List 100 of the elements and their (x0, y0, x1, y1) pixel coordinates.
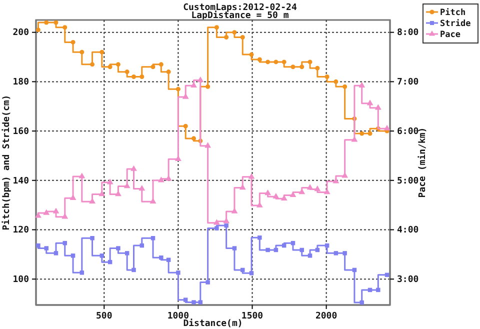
point (70, 254, 76, 258)
point (239, 184, 246, 190)
point (366, 100, 374, 106)
point (183, 124, 188, 128)
point (206, 84, 210, 89)
point (150, 236, 156, 240)
point (78, 172, 86, 178)
point (150, 64, 156, 70)
point (214, 226, 219, 230)
point (257, 57, 262, 62)
point (290, 64, 296, 70)
point (231, 208, 238, 214)
point (54, 251, 58, 256)
y2-tick-label: 8:00 (397, 28, 419, 38)
point (116, 246, 120, 250)
point (176, 270, 180, 275)
y-tick-label: 120 (12, 226, 29, 236)
point (108, 64, 112, 70)
point (272, 192, 280, 199)
point (62, 213, 68, 219)
point (374, 104, 382, 110)
point (124, 70, 130, 74)
point (360, 300, 364, 305)
point (132, 268, 136, 272)
y-tick-label: 160 (12, 126, 29, 137)
point (334, 251, 338, 256)
point (298, 188, 306, 194)
point (232, 30, 237, 35)
point (314, 186, 321, 192)
point (376, 288, 380, 292)
point (334, 79, 338, 84)
point (224, 35, 229, 40)
y-tick-label: 180 (12, 78, 29, 88)
point (192, 300, 196, 304)
point (124, 182, 130, 188)
point (342, 172, 348, 178)
point (274, 60, 278, 64)
point (138, 185, 146, 191)
point (90, 62, 95, 67)
point (100, 254, 104, 258)
point (264, 190, 272, 196)
point (182, 93, 189, 99)
chart-subtitle: LapDistance = 50 m (191, 10, 290, 21)
y-tick-label: 100 (12, 274, 29, 285)
y-tick-label: 140 (12, 176, 29, 186)
point (80, 50, 84, 54)
point (224, 223, 228, 228)
point (36, 243, 40, 248)
point (198, 300, 203, 304)
point (106, 178, 114, 184)
point (116, 62, 120, 67)
x-tick-label: 2000 (315, 311, 338, 322)
point (62, 25, 68, 30)
point (183, 298, 188, 302)
point (90, 236, 94, 240)
y2-axis-title: Pace (min/km) (417, 127, 428, 198)
point (342, 84, 348, 89)
point (166, 70, 171, 74)
legend-label: Stride (440, 19, 471, 29)
y-tick-label: 200 (12, 28, 29, 38)
y-axis-title: Pitch(bpm) and Stride(cm) (1, 94, 12, 230)
x-axis-title: Distance(m) (183, 318, 243, 329)
point (44, 20, 49, 25)
point (300, 248, 304, 252)
point (266, 60, 270, 64)
point (70, 40, 76, 44)
point (158, 62, 164, 67)
point (35, 212, 42, 218)
point (158, 176, 164, 182)
point (368, 131, 372, 136)
y2-tick-label: 6:00 (397, 126, 419, 137)
point (223, 218, 230, 224)
point (384, 124, 390, 130)
point (256, 202, 263, 208)
point (351, 136, 358, 142)
point (232, 246, 237, 250)
point (324, 188, 330, 194)
y2-tick-label: 3:00 (397, 274, 419, 285)
point (342, 251, 347, 256)
point (213, 219, 220, 225)
point (249, 52, 254, 57)
point (36, 28, 40, 32)
point (140, 74, 144, 80)
legend-label: Pitch (440, 8, 466, 18)
point (132, 74, 136, 80)
point (44, 246, 48, 250)
point (308, 60, 312, 64)
point (282, 60, 286, 64)
point (130, 165, 137, 171)
legend-label: Pace (440, 30, 460, 40)
point (166, 258, 171, 262)
point (197, 76, 204, 82)
point (332, 178, 340, 184)
point (248, 173, 255, 179)
point (300, 64, 304, 70)
y2-tick-label: 7:00 (397, 78, 419, 88)
point (159, 256, 164, 260)
point (315, 66, 320, 70)
point (324, 74, 330, 80)
point (100, 50, 104, 54)
